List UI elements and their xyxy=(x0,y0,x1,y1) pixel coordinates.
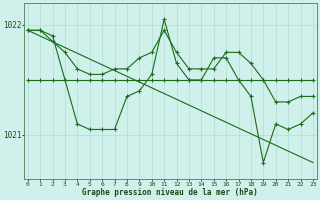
X-axis label: Graphe pression niveau de la mer (hPa): Graphe pression niveau de la mer (hPa) xyxy=(83,188,258,197)
